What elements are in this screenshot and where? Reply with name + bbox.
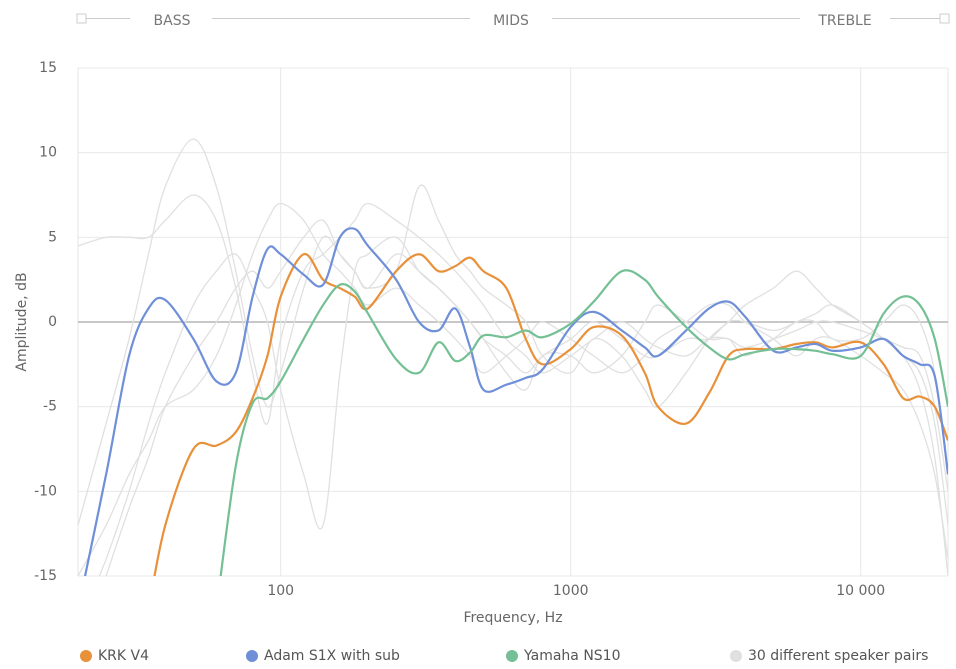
- band-end: [939, 13, 950, 24]
- y-tick-label: -10: [34, 483, 57, 499]
- y-tick-label: 5: [48, 229, 57, 245]
- band-label: BASS: [154, 13, 191, 29]
- y-tick-label: -5: [43, 399, 57, 415]
- y-tick-label: 15: [39, 60, 57, 76]
- legend-label: Yamaha NS10: [523, 648, 621, 664]
- series-line: [83, 227, 948, 576]
- series-line: [105, 184, 948, 576]
- band-start: [76, 13, 87, 24]
- legend-marker: [730, 650, 742, 662]
- series-line: [153, 253, 948, 576]
- x-tick-label: 10 000: [836, 583, 885, 599]
- x-axis-label: Frequency, Hz: [463, 610, 562, 626]
- legend-label: 30 different speaker pairs: [748, 648, 928, 664]
- series-line: [78, 202, 948, 576]
- series-line: [98, 236, 948, 576]
- legend-label: KRK V4: [98, 648, 149, 664]
- band-label: MIDS: [493, 13, 529, 29]
- y-tick-label: 10: [39, 145, 57, 161]
- legend-marker: [506, 650, 518, 662]
- x-tick-label: 100: [267, 583, 294, 599]
- series-line: [219, 269, 948, 576]
- x-tick-label: 1000: [553, 583, 589, 599]
- band-label: TREBLE: [817, 13, 871, 29]
- plot-lines: [78, 138, 948, 576]
- series-line: [78, 138, 948, 576]
- y-axis-label: Amplitude, dB: [14, 272, 30, 371]
- y-tick-label: 0: [48, 314, 57, 330]
- legend-marker: [246, 650, 258, 662]
- legend-marker: [80, 650, 92, 662]
- y-tick-label: -15: [34, 568, 57, 584]
- legend-label: Adam S1X with sub: [264, 648, 400, 664]
